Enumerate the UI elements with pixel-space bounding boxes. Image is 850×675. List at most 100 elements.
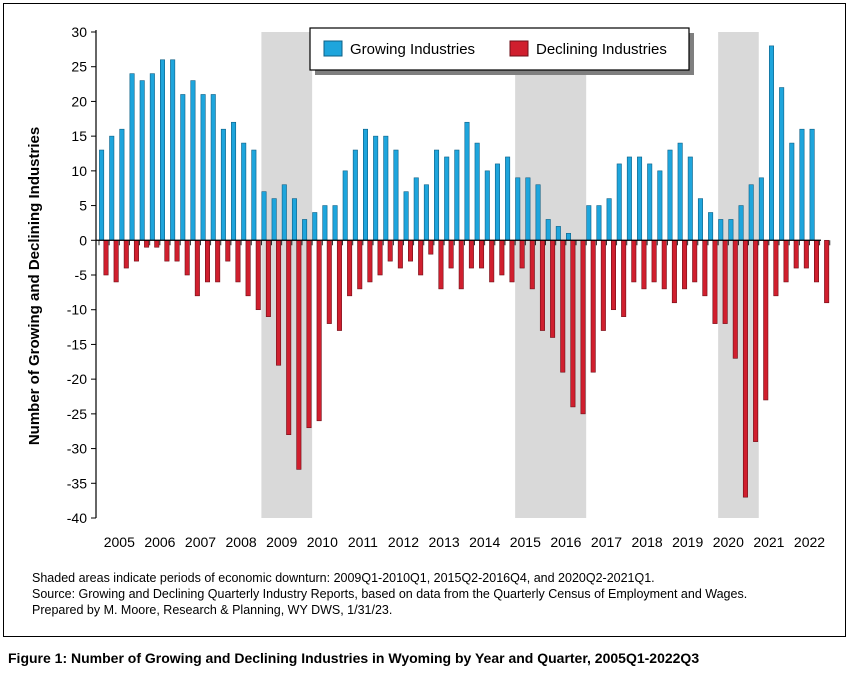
bar-declining (773, 239, 779, 297)
bar-declining (692, 239, 698, 283)
bar-growing (332, 205, 338, 241)
bar-growing (728, 219, 734, 241)
legend-label-declining: Declining Industries (536, 41, 667, 58)
bar-growing (342, 170, 348, 241)
bar-declining (458, 239, 464, 290)
x-year-label: 2011 (348, 534, 378, 550)
bar-growing (687, 156, 693, 241)
bar-declining (621, 239, 627, 317)
x-year-label: 2012 (388, 534, 419, 550)
bar-declining (428, 239, 434, 255)
x-year-label: 2022 (794, 534, 825, 550)
bar-growing (606, 198, 612, 241)
bar-growing (241, 142, 247, 241)
bar-declining (702, 239, 708, 297)
bar-growing (160, 59, 166, 241)
bar-growing (697, 198, 703, 241)
bar-growing (545, 219, 551, 241)
bar-declining (631, 239, 637, 283)
bar-growing (718, 219, 724, 241)
bar-growing (362, 128, 368, 241)
bar-growing (789, 142, 795, 241)
bar-declining (641, 239, 647, 290)
bar-declining (783, 239, 789, 283)
bar-growing (434, 149, 440, 241)
bar-declining (225, 239, 231, 262)
bar-growing (799, 128, 805, 241)
bar-declining (509, 239, 515, 283)
bar-declining (742, 239, 748, 498)
bar-growing (738, 205, 744, 241)
x-year-label: 2007 (185, 534, 216, 550)
bar-declining (367, 239, 373, 283)
figure-caption: Figure 1: Number of Growing and Declinin… (8, 650, 700, 666)
x-year-label: 2015 (510, 534, 541, 550)
y-tick-label: 5 (79, 198, 87, 214)
bar-declining (296, 239, 302, 470)
bar-growing (271, 198, 277, 241)
bar-growing (383, 135, 389, 241)
bar-declining (722, 239, 728, 324)
bar-growing (809, 128, 815, 241)
bar-declining (550, 239, 556, 338)
bar-growing (281, 184, 287, 241)
bar-declining (519, 239, 525, 269)
bar-growing (180, 94, 186, 241)
bar-declining (610, 239, 616, 311)
bar-declining (813, 239, 819, 283)
bar-declining (824, 239, 830, 304)
bar-growing (170, 59, 176, 241)
bar-growing (484, 170, 490, 241)
bar-growing (261, 191, 267, 241)
bar-declining (377, 239, 383, 276)
bar-declining (753, 239, 759, 442)
bars (99, 45, 830, 498)
bar-declining (154, 239, 160, 248)
bar-growing (352, 149, 358, 241)
bar-growing (565, 233, 571, 241)
bar-declining (276, 239, 282, 366)
x-year-label: 2010 (307, 534, 338, 550)
bar-growing (220, 128, 226, 241)
bar-growing (779, 87, 785, 241)
bar-declining (184, 239, 190, 276)
bar-declining (682, 239, 688, 290)
x-year-label: 2021 (753, 534, 784, 550)
bar-declining (316, 239, 322, 422)
x-year-label: 2016 (550, 534, 581, 550)
bar-declining (336, 239, 342, 331)
legend: Growing Industries Declining Industries (309, 27, 694, 75)
bar-growing (596, 205, 602, 241)
bar-declining (255, 239, 261, 311)
bar-declining (164, 239, 170, 262)
bar-declining (661, 239, 667, 290)
legend-swatch-declining (509, 40, 529, 57)
bar-declining (560, 239, 566, 373)
bar-growing (210, 94, 216, 241)
y-tick-label: -15 (67, 336, 87, 352)
bar-declining (539, 239, 545, 331)
bar-declining (205, 239, 211, 283)
y-tick-label: 15 (71, 128, 87, 144)
bar-growing (586, 205, 592, 241)
bar-declining (407, 239, 413, 262)
y-tick-label: -25 (67, 406, 87, 422)
bar-growing (555, 226, 561, 241)
bar-declining (194, 239, 200, 297)
bar-growing (626, 156, 632, 241)
bar-growing (291, 198, 297, 241)
bar-growing (251, 149, 257, 241)
bar-growing (677, 142, 683, 241)
bar-declining (489, 239, 495, 283)
bar-declining (499, 239, 505, 276)
bar-growing (758, 177, 764, 241)
y-tick-label: -35 (67, 475, 87, 491)
y-tick-label: 30 (71, 24, 87, 40)
bar-growing (454, 149, 460, 241)
bar-declining (712, 239, 718, 324)
bar-declining (265, 239, 271, 317)
x-year-label: 2017 (591, 534, 622, 550)
bar-growing (637, 156, 643, 241)
bar-growing (647, 163, 653, 241)
